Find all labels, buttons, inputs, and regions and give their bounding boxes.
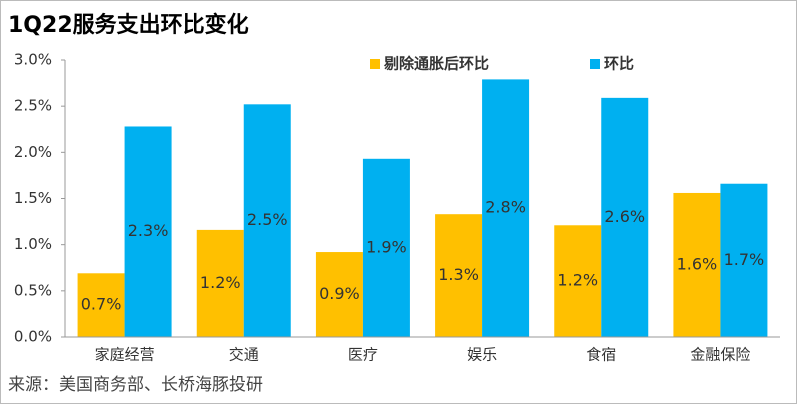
- bar: [124, 126, 172, 337]
- data-label: 0.9%: [319, 284, 360, 303]
- data-label: 1.9%: [366, 237, 407, 256]
- data-label: 1.7%: [724, 250, 765, 269]
- bar: [315, 252, 363, 337]
- data-label: 2.5%: [247, 210, 288, 229]
- bar: [720, 183, 768, 337]
- bar: [601, 97, 649, 338]
- chart-title: 1Q22服务支出环比变化: [8, 12, 249, 38]
- y-tick-label: 2.0%: [14, 143, 52, 161]
- data-label: 2.8%: [485, 198, 526, 217]
- y-tick-label: 1.0%: [14, 235, 52, 253]
- x-tick-label: 家庭经营: [95, 346, 155, 364]
- bar: [196, 229, 244, 337]
- data-label: 2.3%: [128, 221, 169, 240]
- x-tick-label: 娱乐: [467, 346, 497, 364]
- data-label: 2.6%: [604, 207, 645, 226]
- y-tick-label: 0.0%: [14, 328, 52, 346]
- data-label: 1.6%: [677, 254, 718, 273]
- data-label: 1.2%: [200, 273, 241, 292]
- bar: [554, 225, 602, 337]
- legend-label: 剔除通胀后环比: [383, 55, 489, 73]
- legend-swatch: [590, 59, 600, 69]
- x-tick-label: 医疗: [348, 346, 378, 364]
- data-label: 1.3%: [438, 265, 479, 284]
- data-label: 0.7%: [81, 295, 122, 314]
- x-tick-label: 食宿: [586, 346, 616, 364]
- y-tick-label: 2.5%: [14, 97, 52, 115]
- bar: [435, 214, 483, 337]
- data-label: 1.2%: [557, 271, 598, 290]
- source: 来源：美国商务部、长桥海豚投研: [8, 375, 263, 395]
- bar: [77, 273, 125, 337]
- y-tick-label: 3.0%: [14, 51, 52, 69]
- bar: [482, 79, 530, 337]
- legend-label: 环比: [604, 55, 634, 73]
- x-tick-label: 交通: [229, 346, 259, 364]
- y-tick-label: 1.5%: [14, 189, 52, 207]
- y-tick-label: 0.5%: [14, 281, 52, 299]
- x-tick-label: 金融保险: [690, 346, 750, 364]
- bar: [362, 158, 410, 337]
- bar: [673, 192, 721, 337]
- bar: [243, 104, 291, 337]
- legend-swatch: [370, 59, 380, 69]
